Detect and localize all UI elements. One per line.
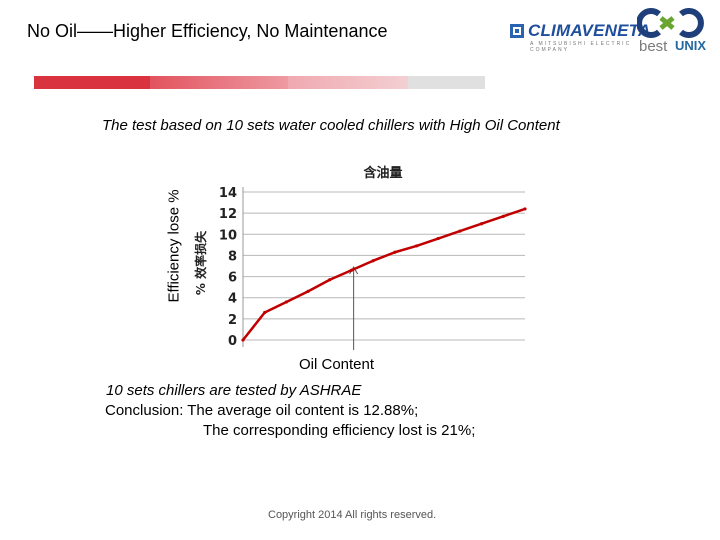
y-tick-label: 2 <box>228 313 237 328</box>
conclusion-line-2: The corresponding efficiency lost is 21%… <box>203 422 476 439</box>
y-tick-labels: 0 2 4 6 8 10 12 14 <box>219 186 237 349</box>
y-tick-label: 8 <box>228 249 237 264</box>
x-axis-label: Oil Content <box>299 356 375 373</box>
page-title: No Oil——Higher Efficiency, No Maintenanc… <box>27 21 388 41</box>
divider-segment <box>288 76 408 89</box>
divider-segment <box>34 76 150 89</box>
series-line <box>242 207 526 341</box>
bestunix-unix-text: UNIX <box>675 38 707 53</box>
slide-subtitle: The test based on 10 sets water cooled c… <box>102 117 560 134</box>
data-point <box>523 207 527 211</box>
data-point <box>349 268 354 272</box>
data-point <box>371 259 375 263</box>
y-tick-label: 10 <box>219 228 237 243</box>
y-tick-label: 4 <box>228 292 237 307</box>
bestunix-mark-icon <box>637 8 704 38</box>
bestunix-best-text: best <box>639 38 668 55</box>
climaveneta-logo: CLIMAVENETA A MITSUBISHI ELECTRIC COMPAN… <box>510 20 650 53</box>
climaveneta-tagline: A MITSUBISHI ELECTRIC COMPANY <box>530 41 632 53</box>
data-point <box>284 300 288 304</box>
data-point <box>480 222 484 226</box>
data-point <box>458 229 462 233</box>
chart-grid <box>243 191 525 341</box>
data-point <box>263 310 267 315</box>
data-point <box>436 236 440 241</box>
climaveneta-wordmark: CLIMAVENETA <box>528 21 651 40</box>
data-point <box>414 244 419 248</box>
y-tick-label: 0 <box>228 334 237 349</box>
data-point <box>393 250 397 254</box>
chart-title: 含油量 <box>362 165 402 181</box>
conclusion-line-1: Conclusion: The average oil content is 1… <box>105 402 419 419</box>
oil-content-chart: 含油量 % 效率损失 0 2 4 6 8 10 12 14 <box>193 165 527 350</box>
y-tick-label: 12 <box>219 207 237 222</box>
chart-annotation <box>349 265 359 350</box>
copyright: Copyright 2014 All rights reserved. <box>268 509 437 521</box>
data-point <box>306 289 310 293</box>
data-point <box>501 214 505 218</box>
chart-series <box>241 207 527 342</box>
test-note: 10 sets chillers are tested by ASHRAE <box>106 382 362 399</box>
chart-inner-y-label: % 效率损失 <box>193 230 208 295</box>
climaveneta-mark-icon <box>510 24 524 38</box>
data-point <box>328 278 332 282</box>
bestunix-logo: best UNIX <box>637 8 713 56</box>
divider-segment <box>150 76 288 89</box>
y-tick-label: 14 <box>219 186 237 201</box>
y-axis-label: Efficiency lose % <box>165 189 183 303</box>
y-tick-label: 6 <box>228 271 237 286</box>
divider-segment <box>408 76 485 89</box>
data-point <box>241 338 245 342</box>
